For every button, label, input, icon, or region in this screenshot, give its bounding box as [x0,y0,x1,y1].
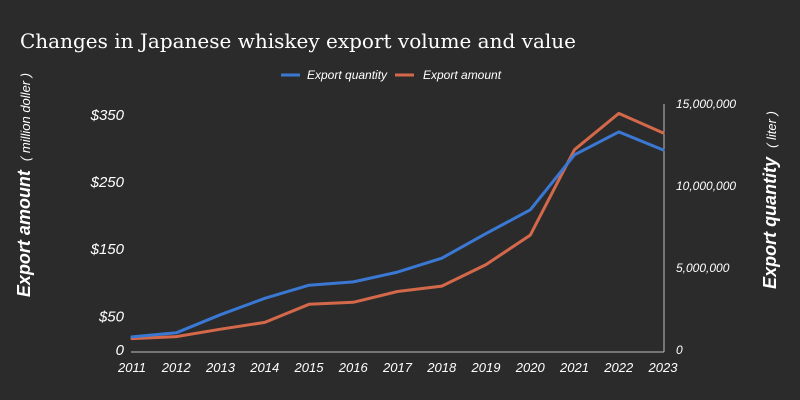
right-tick-label-15000000: 15,000,000 [676,97,736,111]
right-tick-label-0: 0 [676,343,683,357]
series-lines [130,111,665,341]
series-line-export-quantity [130,130,665,339]
legend-label-export-quantity: Export quantity [307,68,388,82]
x-tick-label-2015: 2015 [294,360,325,375]
x-tick-label-2023: 2023 [648,360,679,375]
chart-title: Changes in Japanese whiskey export volum… [20,29,576,53]
x-tick-label-2016: 2016 [338,360,369,375]
left-tick-label-150: $150 [90,241,125,258]
x-tick-label-2013: 2013 [205,360,236,375]
left-axis-title: Export amount ( million doller ) [14,73,34,297]
x-tick-label-2019: 2019 [471,360,501,375]
left-axis-title-main: Export amount [14,169,34,297]
left-tick-label-350: $350 [90,107,125,124]
x-axis-ticks: 2011 2012 2013 2014 2015 2016 2017 2018 2019 2020… [117,360,678,375]
x-tick-label-2014: 2014 [249,360,279,375]
right-axis-title-unit: ( liter ) [764,111,779,148]
right-axis-title: Export quantity ( liter ) [760,111,780,289]
x-tick-label-2021: 2021 [559,360,589,375]
series-line-export-amount [130,111,665,341]
left-tick-label-0: 0 [116,342,125,359]
right-tick-label-5000000: 5,000,000 [676,261,730,275]
left-axis-ticks: $350 $250 $150 $50 0 [90,107,125,359]
x-tick-label-2018: 2018 [426,360,457,375]
x-tick-label-2020: 2020 [515,360,546,375]
left-tick-label-250: $250 [90,174,125,191]
right-tick-label-10000000: 10,000,000 [676,179,736,193]
x-tick-label-2017: 2017 [382,360,413,375]
legend: Export quantity Export amount [281,68,502,82]
right-axis-ticks: 15,000,000 10,000,000 5,000,000 0 [676,97,736,357]
left-tick-label-50: $50 [98,308,125,325]
left-axis-title-unit: ( million doller ) [18,73,33,161]
x-tick-label-2011: 2011 [117,360,146,375]
legend-label-export-amount: Export amount [423,68,502,82]
svg-text:Export amount ( million: Export amount ( million doller ) [14,73,34,297]
svg-text:Export quantity ( liter: Export quantity ( liter ) [760,111,780,289]
x-tick-label-2022: 2022 [603,360,634,375]
x-tick-label-2012: 2012 [161,360,192,375]
right-axis-title-main: Export quantity [760,156,780,289]
